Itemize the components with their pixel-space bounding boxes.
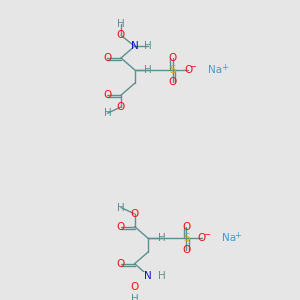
Text: O: O bbox=[117, 222, 125, 232]
Text: −: − bbox=[189, 62, 196, 71]
Text: S: S bbox=[183, 233, 190, 243]
Text: H: H bbox=[158, 271, 166, 281]
Text: O: O bbox=[103, 53, 112, 63]
Text: O: O bbox=[184, 65, 192, 75]
Text: −: − bbox=[203, 230, 210, 239]
Text: O: O bbox=[103, 90, 112, 100]
Text: H: H bbox=[144, 41, 152, 51]
Text: H: H bbox=[158, 233, 166, 243]
Text: H: H bbox=[144, 65, 152, 75]
Text: Na: Na bbox=[208, 65, 222, 75]
Text: O: O bbox=[197, 233, 206, 243]
Text: H: H bbox=[131, 294, 139, 300]
Text: Na: Na bbox=[222, 233, 236, 243]
Text: S: S bbox=[169, 65, 176, 75]
Text: O: O bbox=[117, 102, 125, 112]
Text: H: H bbox=[117, 202, 125, 213]
Text: +: + bbox=[221, 63, 228, 72]
Text: +: + bbox=[235, 231, 242, 240]
Text: N: N bbox=[131, 41, 139, 51]
Text: O: O bbox=[169, 53, 177, 63]
Text: O: O bbox=[130, 209, 139, 219]
Text: O: O bbox=[182, 245, 190, 255]
Text: O: O bbox=[169, 76, 177, 87]
Text: O: O bbox=[182, 222, 190, 232]
Text: H: H bbox=[117, 19, 125, 28]
Text: H: H bbox=[103, 108, 111, 118]
Text: N: N bbox=[144, 271, 152, 281]
Text: O: O bbox=[117, 30, 125, 40]
Text: O: O bbox=[117, 259, 125, 269]
Text: O: O bbox=[130, 282, 139, 292]
